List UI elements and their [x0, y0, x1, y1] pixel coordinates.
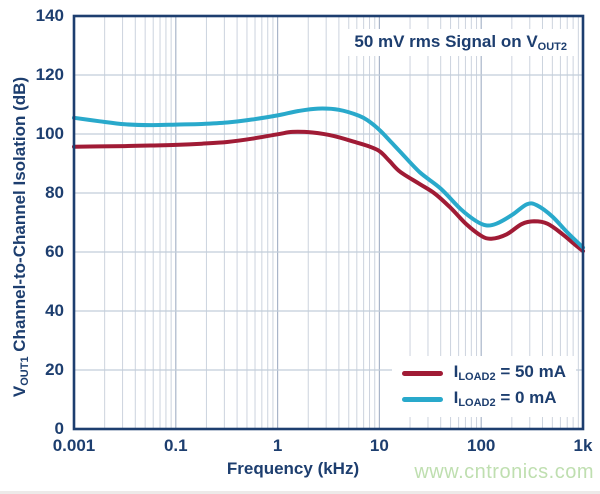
y-tick-label: 120 — [35, 65, 64, 84]
x-tick-label: 1 — [272, 436, 283, 455]
x-tick-label: 1k — [573, 436, 593, 455]
y-tick-label: 40 — [45, 301, 64, 320]
x-tick-label: 0.1 — [163, 436, 188, 455]
x-tick-label: 0.001 — [52, 436, 96, 455]
legend: ILOAD2 = 50 mA ILOAD2 = 0 mA — [391, 356, 576, 417]
legend-item: ILOAD2 = 50 mA — [401, 362, 566, 384]
legend-swatch-0mA — [401, 396, 443, 402]
legend-swatch-50mA — [401, 370, 443, 376]
text-part: I — [453, 362, 459, 381]
x-tick-label: 10 — [369, 436, 389, 455]
y-tick-label: 20 — [45, 360, 64, 379]
text-part: V — [10, 385, 29, 398]
plot-frame — [72, 14, 585, 431]
text-part: = 50 mA — [495, 362, 566, 381]
watermark: www.cntronics.com — [414, 461, 594, 483]
y-tick-label: 0 — [54, 419, 64, 438]
y-tick-label: 140 — [35, 6, 64, 25]
series-curve-0mA — [72, 106, 585, 250]
x-tick-label: 100 — [467, 436, 496, 455]
bottom-strip — [0, 491, 600, 494]
y-tick-label: 80 — [45, 183, 64, 202]
subscript-text: OUT2 — [537, 41, 567, 53]
legend-item: ILOAD2 = 0 mA — [401, 388, 566, 410]
x-axis-title: Frequency (kHz) — [226, 459, 360, 478]
legend-label: ILOAD2 = 50 mA — [454, 362, 566, 384]
chart-annotation: 50 mV rms Signal on VOUT2 — [345, 29, 576, 56]
subscript-text: LOAD2 — [458, 397, 496, 409]
subscript-text: LOAD2 — [458, 371, 496, 383]
text-part: I — [453, 388, 459, 407]
series-curve-50mA — [72, 129, 585, 254]
text-part: 50 mV rms Signal on V — [354, 32, 538, 51]
y-tick-label: 60 — [45, 242, 64, 261]
text-part: = 0 mA — [495, 388, 557, 407]
y-tick-label: 100 — [35, 124, 64, 143]
legend-label: ILOAD2 = 0 mA — [454, 388, 557, 410]
